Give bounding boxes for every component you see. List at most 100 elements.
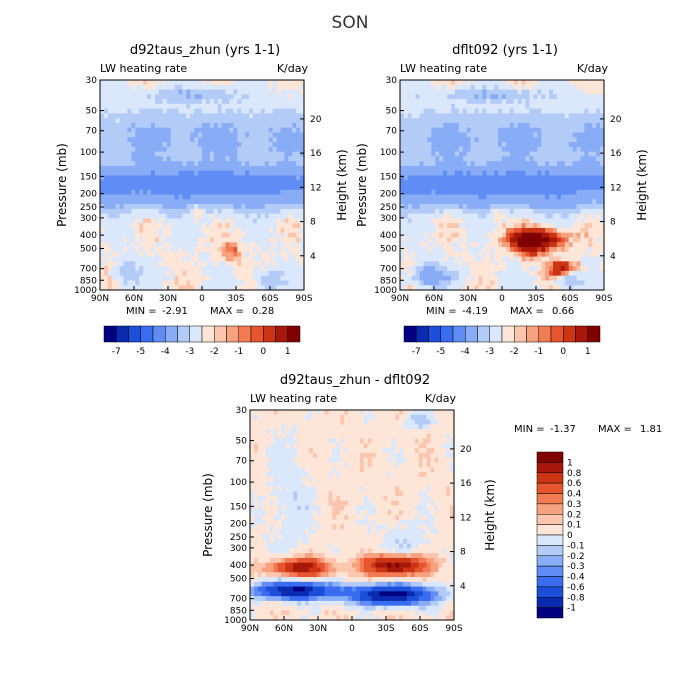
heatmap-cell (509, 223, 515, 229)
heatmap-cell (209, 270, 215, 277)
heatmap-cell (517, 185, 523, 191)
heatmap-cell (111, 213, 117, 220)
heatmap-cell (454, 175, 460, 181)
heatmap-cell (466, 118, 472, 124)
heatmap-cell (525, 227, 531, 234)
heatmap-cell (359, 424, 365, 430)
heatmap-cell (103, 161, 109, 167)
heatmap-cell (462, 256, 468, 262)
heatmap-cell (264, 180, 270, 186)
heatmap-cell (407, 89, 413, 95)
heatmap-cell (123, 118, 129, 124)
heatmap-cell (490, 113, 495, 119)
heatmap-cell (115, 94, 121, 100)
heatmap-cell (209, 103, 215, 110)
heatmap-cell (486, 170, 491, 177)
heatmap-cell (276, 227, 282, 234)
heatmap-cell (182, 280, 187, 286)
heatmap-cell (158, 103, 164, 110)
heatmap-cell (249, 84, 254, 91)
heatmap-cell (162, 113, 168, 119)
heatmap-cell (324, 414, 330, 421)
panel-1-field-label: LW heating rate (100, 62, 187, 75)
heatmap-cell (249, 99, 254, 105)
heatmap-cell (454, 99, 460, 105)
heatmap-cell (486, 180, 491, 186)
heatmap-cell (443, 247, 448, 253)
heatmap-cell (260, 218, 266, 224)
heatmap-cell (284, 94, 289, 100)
heatmap-cell (470, 199, 476, 205)
heatmap-cell (474, 99, 480, 105)
heatmap-cell (237, 165, 242, 172)
heatmap-cell (209, 146, 215, 153)
heatmap-cell (568, 118, 574, 124)
heatmap-cell (245, 275, 250, 282)
heatmap-cell (292, 151, 297, 157)
heatmap-cell (403, 419, 408, 425)
heatmap-cell (249, 189, 254, 196)
heatmap-cell (545, 185, 550, 191)
heatmap-cell (143, 199, 148, 205)
heatmap-cell (478, 103, 483, 110)
heatmap-cell (300, 122, 305, 129)
heatmap-cell (525, 180, 531, 186)
heatmap-cell (260, 99, 266, 105)
heatmap-cell (447, 175, 452, 181)
heatmap-cell (529, 285, 534, 291)
heatmap-cell (276, 142, 282, 148)
heatmap-cell (537, 266, 542, 272)
heatmap-cell (541, 161, 546, 167)
heatmap-cell (545, 213, 550, 220)
heatmap-cell (521, 122, 527, 129)
heatmap-cell (308, 410, 314, 416)
heatmap-cell (268, 194, 274, 200)
heatmap-cell (371, 424, 377, 430)
heatmap-cell (427, 223, 432, 229)
heatmap-cell (435, 113, 440, 119)
heatmap-cell (147, 251, 152, 258)
heatmap-cell (103, 89, 109, 95)
heatmap-cell (253, 424, 259, 430)
heatmap-cell (143, 127, 148, 134)
heatmap-cell (296, 242, 301, 248)
heatmap-cell (293, 414, 298, 421)
heatmap-cell (111, 280, 117, 286)
heatmap-cell (198, 208, 203, 215)
heatmap-cell (194, 80, 199, 86)
heatmap-cell (529, 175, 534, 181)
heatmap-cell (103, 170, 109, 177)
heatmap-cell (474, 185, 480, 191)
heatmap-cell (454, 108, 460, 115)
heatmap-cell (253, 99, 258, 105)
heatmap-cell (205, 242, 211, 248)
heatmap-cell (131, 165, 136, 172)
heatmap-cell (549, 242, 554, 248)
heatmap-cell (174, 127, 180, 134)
heatmap-cell (553, 161, 558, 167)
heatmap-cell (533, 232, 538, 239)
heatmap-cell (166, 266, 172, 272)
heatmap-cell (533, 180, 538, 186)
heatmap-cell (572, 247, 578, 253)
heatmap-cell (470, 237, 476, 243)
heatmap-cell (443, 137, 448, 143)
heatmap-cell (431, 137, 436, 143)
heatmap-cell (596, 161, 601, 167)
heatmap-cell (158, 280, 164, 286)
heatmap-cell (225, 175, 231, 181)
heatmap-cell (202, 161, 207, 167)
heatmap-cell (395, 414, 400, 421)
heatmap-cell (509, 232, 515, 239)
heatmap-cell (229, 118, 234, 124)
heatmap-cell (253, 232, 258, 239)
heatmap-cell (545, 94, 550, 100)
heatmap-cell (253, 213, 258, 220)
colorbar-box (103, 325, 117, 343)
heatmap-cell (288, 208, 293, 215)
heatmap-cell (237, 156, 242, 162)
heatmap-cell (482, 261, 487, 267)
heatmap-cell (592, 103, 597, 110)
heatmap-cell (202, 266, 207, 272)
heatmap-cell (478, 227, 483, 234)
